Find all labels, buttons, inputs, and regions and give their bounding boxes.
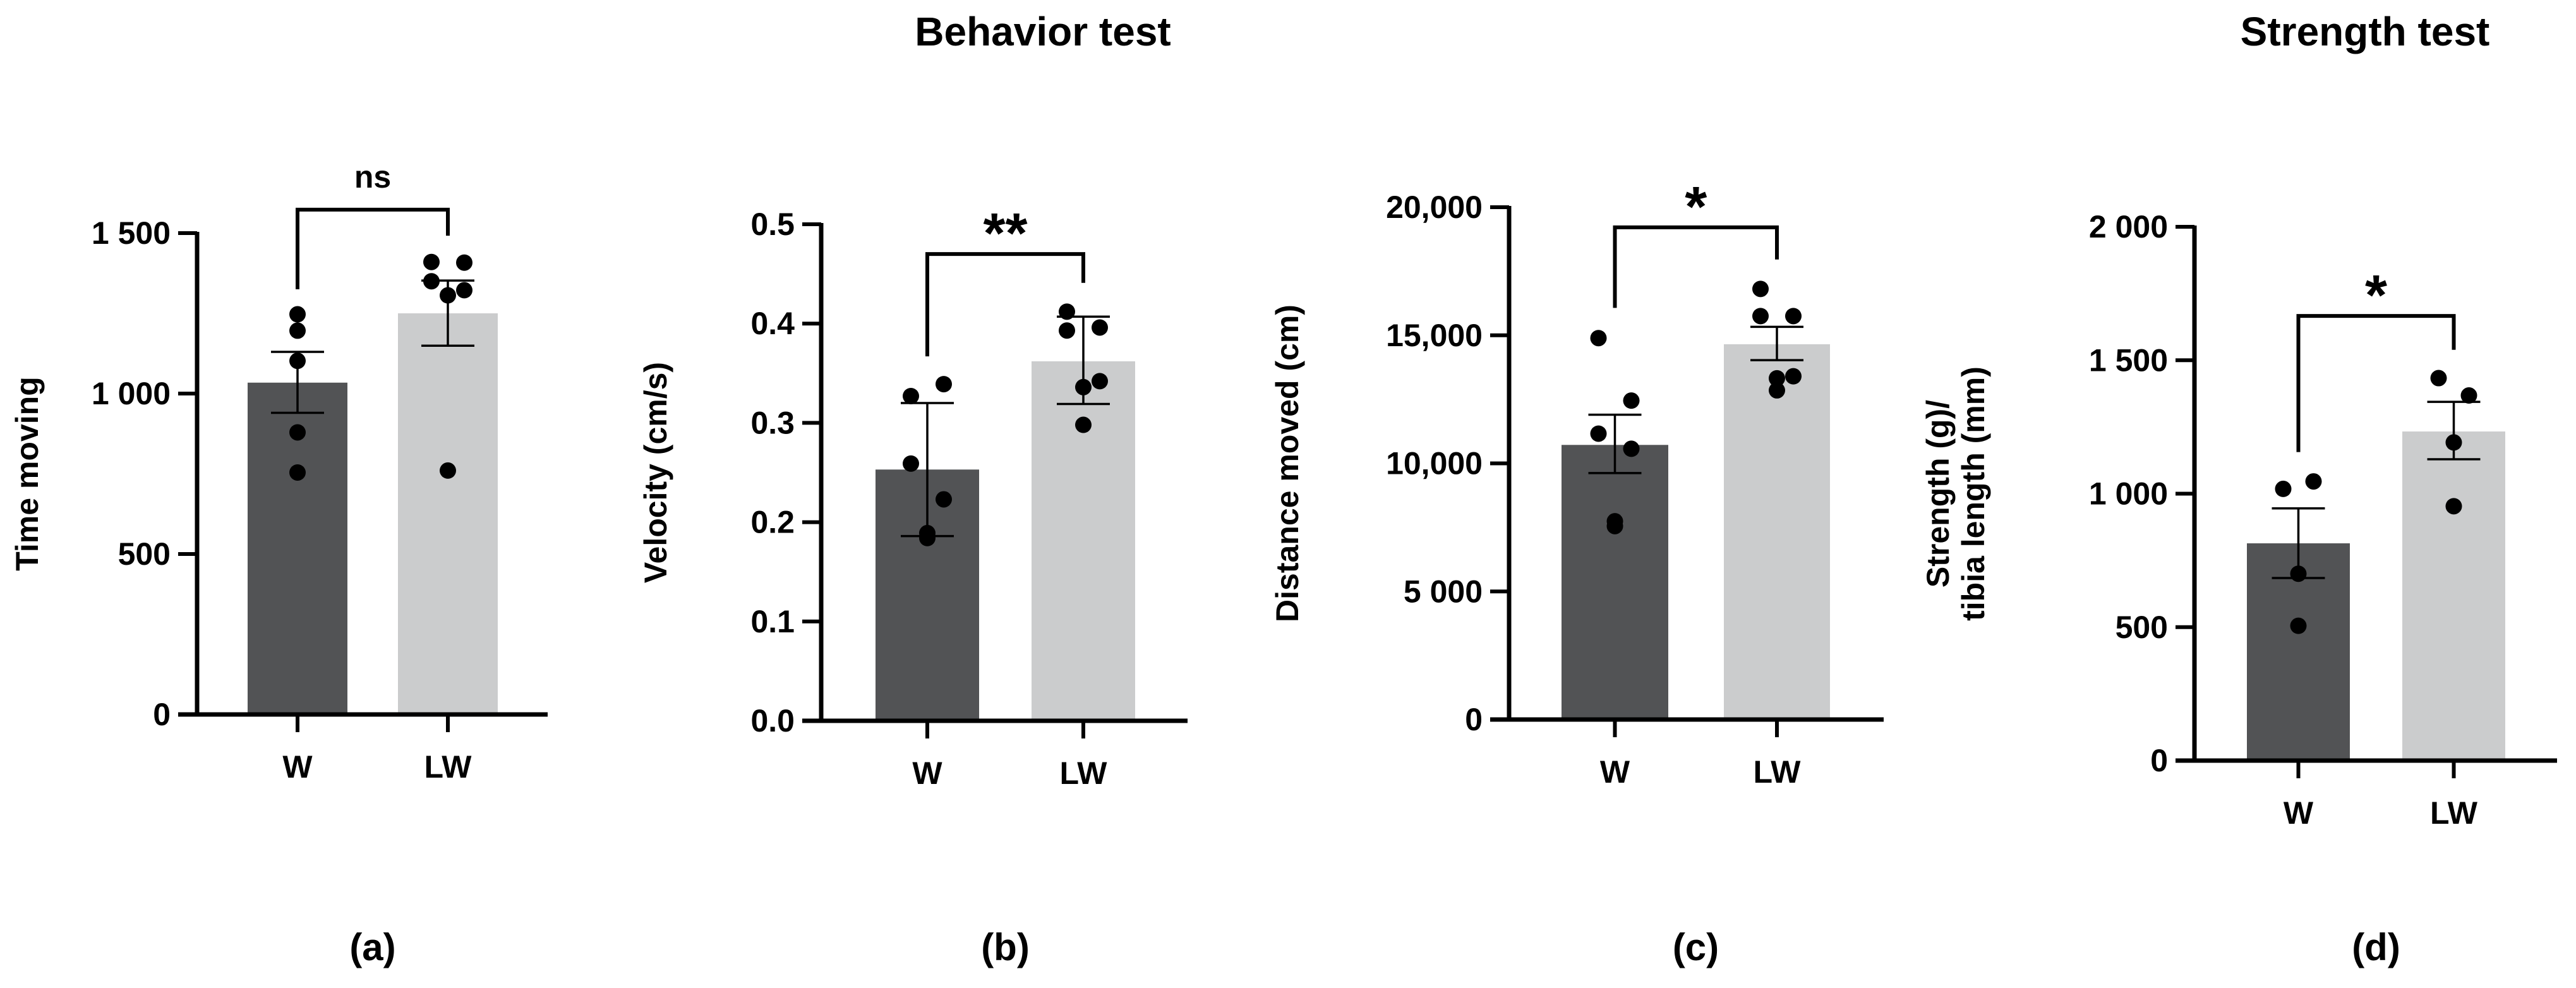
data-point bbox=[903, 387, 919, 404]
title-behavior-test: Behavior test bbox=[915, 9, 1171, 54]
y-tick-label: 0 bbox=[1465, 702, 1483, 737]
y-tick-label: 5 000 bbox=[1404, 574, 1483, 609]
significance-label: ns bbox=[354, 159, 391, 195]
y-tick-label: 1 000 bbox=[2089, 476, 2168, 512]
data-point bbox=[1752, 280, 1769, 298]
x-tick-label: LW bbox=[424, 749, 472, 785]
data-point bbox=[1785, 368, 1802, 385]
data-point bbox=[2445, 498, 2462, 515]
y-axis-label: tibia length (mm) bbox=[1956, 366, 1991, 621]
bar-W bbox=[1562, 445, 1668, 720]
bar-LW bbox=[1724, 344, 1830, 720]
data-point bbox=[1752, 308, 1769, 325]
data-point bbox=[289, 306, 306, 323]
significance-bracket bbox=[925, 252, 1085, 357]
y-tick-label: 20,000 bbox=[1386, 190, 1483, 225]
data-point bbox=[456, 254, 472, 271]
significance-bracket bbox=[296, 207, 450, 289]
panel-label: (b) bbox=[981, 926, 1030, 968]
panel-a: 0 500 1 000 1 500 W LW ns Time moving (a) bbox=[9, 159, 548, 968]
panel-label: (a) bbox=[349, 926, 395, 968]
y-tick-label: 0.2 bbox=[750, 505, 795, 540]
panel-b: 0.0 0.1 0.2 0.3 0.4 0.5 W LW ** Velocity (cm/s) (b… bbox=[638, 202, 1188, 968]
data-point bbox=[289, 322, 306, 339]
data-point bbox=[936, 376, 952, 393]
y-tick-label: 1 000 bbox=[92, 376, 171, 411]
y-axis-label: Distance moved (cm) bbox=[1270, 304, 1305, 622]
data-point bbox=[1769, 382, 1785, 399]
x-tick-label: LW bbox=[1060, 756, 1108, 791]
data-point bbox=[2305, 473, 2322, 490]
y-axis-label: Velocity (cm/s) bbox=[638, 362, 673, 583]
x-tick-label: W bbox=[1600, 754, 1630, 790]
data-point bbox=[1590, 330, 1607, 347]
x-tick-label: LW bbox=[2430, 795, 2478, 831]
data-point bbox=[423, 253, 440, 270]
significance-label: * bbox=[1685, 176, 1707, 239]
panel-d: 0 500 1 000 1 500 2 000 W LW * Strength (g)/tibi… bbox=[1920, 209, 2557, 968]
y-tick-label: 0.0 bbox=[750, 703, 795, 738]
title-strength-test: Strength test bbox=[2241, 9, 2490, 54]
y-tick-label: 0.4 bbox=[750, 306, 795, 341]
x-tick-label: LW bbox=[1754, 754, 1802, 790]
data-point bbox=[1785, 308, 1802, 325]
y-tick-label: 1 500 bbox=[2089, 342, 2168, 378]
panel-label: (d) bbox=[2352, 926, 2400, 968]
significance-bracket bbox=[1613, 225, 1779, 308]
y-tick-label: 0 bbox=[153, 697, 171, 732]
data-point bbox=[289, 424, 306, 441]
y-tick-label: 500 bbox=[2116, 610, 2168, 645]
data-point bbox=[1092, 373, 1108, 390]
data-point bbox=[2430, 370, 2447, 387]
data-point bbox=[1059, 322, 1075, 339]
data-point bbox=[2460, 387, 2477, 404]
significance-label: ** bbox=[983, 202, 1027, 265]
y-axis-label: Strength (g)/ bbox=[1920, 400, 1956, 587]
y-tick-label: 2 000 bbox=[2089, 209, 2168, 244]
data-point bbox=[440, 462, 456, 479]
y-tick-label: 0.3 bbox=[750, 405, 795, 440]
x-tick-label: W bbox=[2284, 795, 2314, 831]
data-point bbox=[1075, 416, 1092, 433]
y-tick-label: 0.5 bbox=[750, 207, 795, 242]
y-tick-label: 0 bbox=[2150, 743, 2168, 778]
data-point bbox=[1092, 319, 1108, 336]
significance-label: * bbox=[2365, 264, 2387, 327]
significance-bracket bbox=[2296, 314, 2456, 452]
bar-LW bbox=[398, 313, 498, 714]
x-tick-label: W bbox=[282, 749, 313, 785]
y-tick-label: 10,000 bbox=[1386, 446, 1483, 481]
data-point bbox=[936, 491, 952, 508]
data-point bbox=[289, 464, 306, 481]
data-point bbox=[1590, 425, 1607, 442]
panel-c: 0 5 000 10,000 15,000 20,000 W LW * Distance mov… bbox=[1270, 176, 1884, 968]
panel-label: (c) bbox=[1673, 926, 1719, 968]
data-point bbox=[903, 455, 919, 472]
data-point bbox=[2275, 480, 2292, 497]
y-tick-label: 500 bbox=[118, 536, 171, 572]
data-point bbox=[456, 282, 472, 299]
data-point bbox=[1623, 392, 1640, 409]
y-tick-label: 15,000 bbox=[1386, 318, 1483, 353]
bar-LW bbox=[2402, 431, 2505, 761]
bar-LW bbox=[1032, 361, 1135, 721]
data-point bbox=[1769, 370, 1785, 387]
y-tick-label: 1 500 bbox=[92, 215, 171, 251]
y-tick-label: 0.1 bbox=[750, 604, 795, 639]
x-tick-label: W bbox=[912, 756, 942, 791]
data-point bbox=[1623, 440, 1640, 457]
data-point bbox=[2290, 617, 2307, 634]
y-axis-label: Time moving bbox=[9, 377, 45, 570]
data-point bbox=[1606, 517, 1623, 534]
